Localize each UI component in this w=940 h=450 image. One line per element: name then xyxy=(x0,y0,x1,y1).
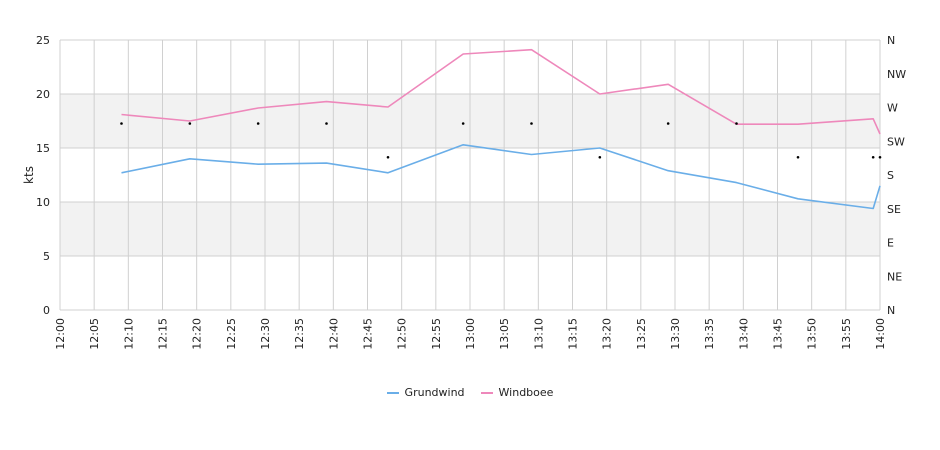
y-tick-label-2: 10 xyxy=(36,196,50,209)
legend: Grundwind Windboee xyxy=(0,386,940,399)
legend-swatch-windboee xyxy=(480,391,493,394)
x-tick-label-6: 12:30 xyxy=(259,318,272,350)
x-tick-label-3: 12:15 xyxy=(157,318,170,350)
direction-point-11 xyxy=(871,155,875,159)
right-tick-label-0: N xyxy=(887,304,895,317)
legend-item-windboee[interactable]: Windboee xyxy=(480,386,554,399)
x-tick-label-18: 13:30 xyxy=(669,318,682,350)
legend-item-grundwind[interactable]: Grundwind xyxy=(386,386,465,399)
x-tick-label-7: 12:35 xyxy=(293,318,306,350)
legend-label-windboee: Windboee xyxy=(498,386,554,399)
x-tick-label-15: 13:15 xyxy=(567,318,580,350)
direction-point-7 xyxy=(598,155,602,159)
x-axis-ticks: 12:00 12:05 12:10 12:15 12:20 12:25 12:30 12:35… xyxy=(54,318,887,350)
x-tick-label-11: 12:55 xyxy=(430,318,443,350)
x-tick-label-23: 13:55 xyxy=(840,318,853,350)
series-line-windboee xyxy=(121,48,881,135)
horizontal-gridlines xyxy=(60,39,880,311)
right-tick-label-3: SE xyxy=(887,203,901,216)
right-axis-ticks: N NE E SE S SW W NW N xyxy=(887,34,906,317)
direction-point-9 xyxy=(735,122,738,125)
x-tick-label-13: 13:05 xyxy=(498,318,511,350)
y-axis-title: kts xyxy=(22,166,36,184)
direction-point-10 xyxy=(796,155,800,159)
series-lines xyxy=(121,48,881,210)
direction-point-8 xyxy=(666,122,670,125)
y-tick-label-1: 5 xyxy=(43,250,50,263)
direction-point-12 xyxy=(878,155,882,159)
right-tick-label-2: E xyxy=(887,237,894,250)
y-tick-label-3: 15 xyxy=(36,142,50,155)
direction-point-0 xyxy=(120,122,123,125)
x-tick-label-9: 12:45 xyxy=(362,318,375,350)
legend-label-grundwind: Grundwind xyxy=(404,386,465,399)
series-line-grundwind xyxy=(121,144,881,210)
x-tick-label-17: 13:25 xyxy=(635,318,648,350)
x-tick-label-10: 12:50 xyxy=(396,318,409,350)
right-tick-label-5: SW xyxy=(887,135,905,148)
direction-point-2 xyxy=(256,122,260,125)
x-tick-label-8: 12:40 xyxy=(327,318,340,350)
direction-point-3 xyxy=(325,122,328,125)
right-tick-label-8: N xyxy=(887,34,895,47)
x-tick-label-19: 13:35 xyxy=(703,318,716,350)
direction-point-1 xyxy=(188,122,192,125)
x-tick-label-20: 13:40 xyxy=(737,318,750,350)
x-tick-label-21: 13:45 xyxy=(772,318,785,350)
x-tick-label-12: 13:00 xyxy=(464,318,477,350)
x-tick-label-0: 12:00 xyxy=(54,318,67,350)
y-tick-label-5: 25 xyxy=(36,34,50,47)
x-tick-label-22: 13:50 xyxy=(806,318,819,350)
right-tick-label-7: NW xyxy=(887,68,906,81)
x-tick-label-16: 13:20 xyxy=(601,318,614,350)
y-tick-label-0: 0 xyxy=(43,304,50,317)
x-tick-label-24: 14:00 xyxy=(874,318,887,350)
x-tick-label-5: 12:25 xyxy=(225,318,238,350)
x-tick-label-2: 12:10 xyxy=(122,318,135,350)
x-tick-label-14: 13:10 xyxy=(532,318,545,350)
vertical-gridlines xyxy=(59,40,881,310)
direction-point-5 xyxy=(461,122,465,125)
legend-swatch-grundwind xyxy=(386,391,399,394)
direction-point-4 xyxy=(386,155,390,159)
y-axis-ticks: 0 5 10 15 20 25 xyxy=(36,34,50,317)
x-tick-label-4: 12:20 xyxy=(191,318,204,350)
right-tick-label-1: NE xyxy=(887,270,902,283)
x-tick-label-1: 12:05 xyxy=(88,318,101,350)
right-tick-label-4: S xyxy=(887,169,894,182)
direction-point-6 xyxy=(530,122,533,125)
direction-points xyxy=(120,122,882,159)
y-tick-label-4: 20 xyxy=(36,88,50,101)
right-tick-label-6: W xyxy=(887,102,898,115)
